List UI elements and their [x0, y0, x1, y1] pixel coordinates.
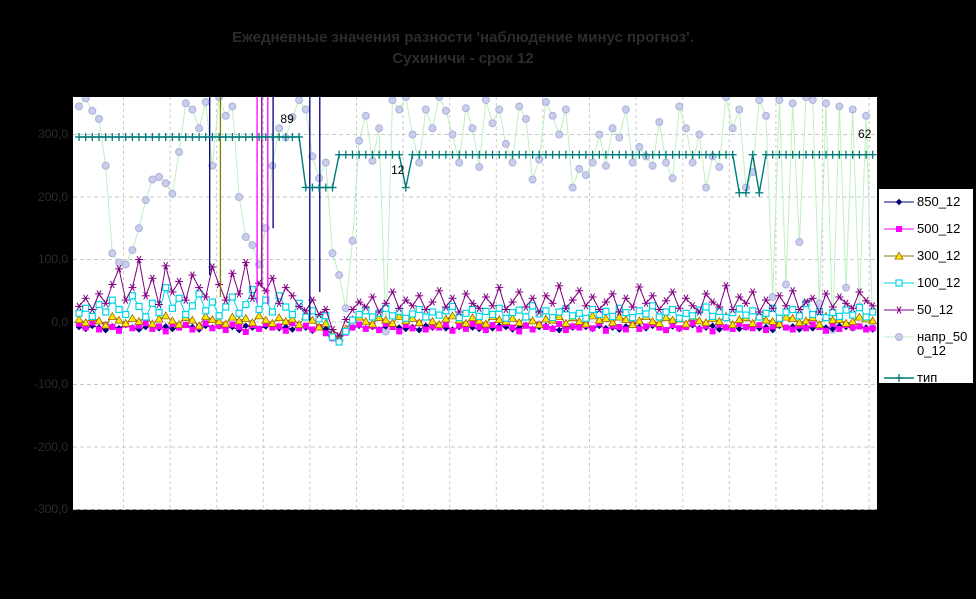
- y-axis-tick-label: -100,0: [33, 377, 68, 391]
- series-300-swatch-icon: [884, 251, 914, 260]
- y-axis-tick-label: -200,0: [33, 440, 68, 454]
- series-100-swatch-icon: [884, 279, 914, 287]
- legend-label: тип зонда_12: [917, 370, 967, 413]
- chart-title: Ежедневные значения разности 'наблюдение…: [0, 27, 926, 69]
- legend-item-napr-500_12: напр_500_12: [883, 330, 973, 358]
- legend-label: 500_12: [917, 221, 961, 236]
- y-axis-tick-label: 0,0: [51, 315, 68, 329]
- y-axis-tick-label: 300,0: [37, 127, 68, 141]
- y-axis-tick-label: 200,0: [37, 190, 68, 204]
- legend-label: 300_12: [917, 248, 961, 263]
- legend-label: 850_12: [917, 194, 961, 209]
- series-sonde-type-swatch-icon: [884, 374, 914, 382]
- data-label-sonde-type-62: 62: [858, 126, 872, 141]
- legend-item-100_12: 100_12: [883, 276, 973, 290]
- legend-label: 50_12: [917, 302, 954, 317]
- legend-item-50_12: 50_12: [883, 303, 973, 317]
- series-850-swatch-icon: [884, 198, 914, 206]
- series-napr-500-swatch-icon: [884, 333, 914, 341]
- chart-title-line1: Ежедневные значения разности 'наблюдение…: [232, 29, 694, 46]
- legend: 850_12 500_12 300_12 100_12 50_12 напр_5…: [878, 188, 974, 413]
- data-label-sonde-type-89: 89: [280, 111, 294, 126]
- legend-item-500_12: 500_12: [883, 222, 973, 236]
- chart-title-line2: Сухиничи - срок 12: [392, 50, 534, 67]
- legend-item-850_12: 850_12: [883, 195, 973, 209]
- legend-label: напр_500_12: [917, 329, 968, 358]
- y-axis-tick-label: -300,0: [33, 502, 68, 516]
- series-50-swatch-icon: [884, 306, 914, 314]
- legend-item-300_12: 300_12: [883, 249, 973, 263]
- data-label-sonde-type-12: 12: [391, 163, 405, 177]
- legend-item-sonde-type_12: тип зонда_12: [883, 371, 973, 413]
- legend-label: 100_12: [917, 275, 961, 290]
- series-500-swatch-icon: [884, 226, 914, 232]
- y-axis-tick-label: 100,0: [37, 252, 68, 266]
